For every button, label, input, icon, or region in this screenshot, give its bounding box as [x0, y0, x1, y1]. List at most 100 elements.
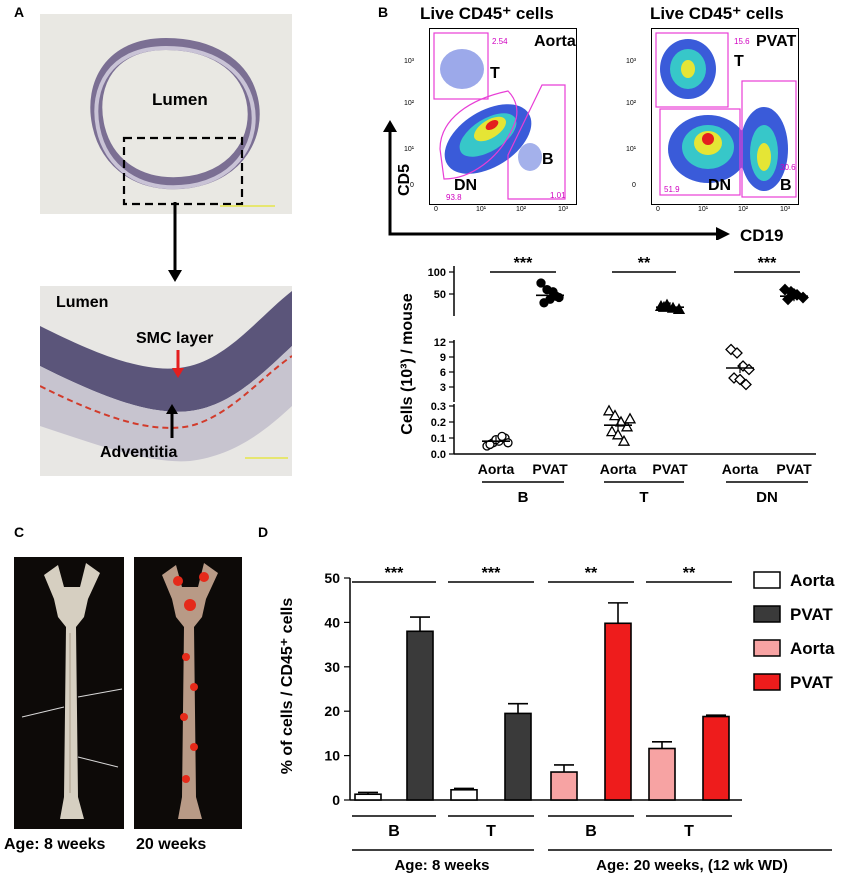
aorta-b-gate-label: B [542, 151, 554, 168]
flow-axis-arrows [383, 120, 730, 240]
flow-plot-aorta: 2.54 Aorta T B DN 93.8 1.01 [429, 28, 577, 205]
bar-B-8-weeks [354, 793, 382, 801]
scatter-category-label: Aorta [600, 461, 637, 477]
panel-c-letter: C [14, 524, 25, 540]
scatter-category-label: PVAT [776, 461, 812, 477]
pvat-ytick-3: 10¹ [626, 146, 637, 153]
aorta-section-micrograph: Lumen [40, 14, 292, 214]
smc-layer-micrograph: Lumen SMC layer Adventitia [40, 286, 292, 476]
scatter-significance-label: *** [758, 255, 777, 272]
scatter-point [536, 278, 546, 288]
bar-B-20-weeks [550, 771, 578, 801]
bar-significance-label: ** [585, 565, 598, 582]
bar-group-label: B [585, 823, 597, 840]
scatter-category-label: Aorta [478, 461, 515, 477]
bar-T-8-weeks [504, 712, 532, 801]
scatter-ytick-label: 3 [440, 382, 446, 394]
flow-density-pvat [655, 32, 797, 198]
aorta-tissue-label: Aorta [534, 33, 576, 50]
aorta-ytick-1: 10³ [404, 58, 415, 65]
scatter-category-label: Aorta [722, 461, 759, 477]
pvat-dn-gate-label: DN [708, 177, 732, 194]
lumen-label-top: Lumen [152, 90, 208, 109]
flow-x-axis-label: CD19 [740, 226, 784, 245]
bar-age-label-left: Age: 8 weeks [394, 857, 489, 874]
panel-b-letter: B [378, 4, 389, 20]
scatter-point [617, 434, 631, 446]
aorta-xtick-1: 0 [434, 206, 438, 213]
aorta-dn-pct: 93.8 [446, 193, 462, 202]
pvat-xtick-4: 10³ [780, 206, 791, 213]
bar-group-label: T [486, 823, 496, 840]
scatter-group-label: T [639, 489, 648, 506]
legend-label: Aorta [790, 639, 835, 658]
aorta-photo-20-weeks-drawing [134, 557, 242, 829]
legend-swatch [753, 571, 781, 589]
legend-swatch [753, 605, 781, 623]
scatter-point [602, 404, 616, 416]
scatter-point [623, 412, 637, 424]
pvat-xtick-1: 0 [656, 206, 660, 213]
panel-d-letter: D [258, 524, 269, 540]
bar-B-20-weeks [604, 622, 632, 801]
lumen-label-bottom: Lumen [56, 294, 109, 311]
scatter-point [740, 378, 752, 391]
scatter-point [672, 303, 686, 315]
aorta-ytick-3: 10¹ [404, 146, 415, 153]
bar-T-8-weeks [450, 788, 478, 801]
scatter-ytick-label: 50 [434, 289, 446, 301]
aorta-t-pct: 2.54 [492, 37, 508, 46]
aorta-ring-drawing [40, 14, 292, 214]
scatter-point [731, 347, 743, 359]
cells-per-mouse-chart: Cells (10³) / mouse 100 50 12 9 6 3 0.3 0.2 0.1 0.… [399, 255, 816, 506]
pvat-tissue-label: PVAT [756, 33, 797, 50]
aorta-photo-8-weeks-drawing [14, 557, 124, 829]
scatter-ytick-label: 0.2 [431, 417, 446, 429]
adventitia-arrow [166, 404, 178, 438]
scatter-group-label: DN [756, 489, 778, 506]
bar-ytick-label: 40 [324, 614, 340, 630]
aorta-ytick-4: 0 [410, 182, 414, 189]
scatter-point [551, 291, 561, 301]
scatter-point [620, 420, 634, 432]
bar-significance-label: ** [683, 565, 696, 582]
bar-y-axis-label: % of cells / CD45⁺ cells [279, 598, 296, 775]
age-label-20-weeks: 20 weeks [136, 836, 207, 853]
pvat-t-pct: 15.6 [734, 37, 750, 46]
pvat-b-pct: 30.6 [780, 163, 796, 172]
bar-ytick-label: 10 [324, 748, 340, 764]
smc-layer-label: SMC layer [136, 330, 214, 347]
bar-ytick-label: 30 [324, 659, 340, 675]
scatter-point [497, 431, 507, 442]
bar-group-label: B [388, 823, 400, 840]
pvat-xtick-3: 10² [738, 206, 749, 213]
legend-swatch [753, 673, 781, 691]
smc-red-arrow [172, 350, 184, 378]
legend-swatch [753, 639, 781, 657]
flow-title-pvat: Live CD45⁺ cells [650, 4, 784, 23]
pvat-dn-pct: 51.9 [664, 185, 680, 194]
scatter-ytick-label: 0.3 [431, 401, 446, 413]
scatter-point [611, 428, 625, 440]
legend-label: Aorta [790, 571, 835, 590]
scatter-ytick-label: 0.1 [431, 433, 446, 445]
bar-age-label-right: Age: 20 weeks, (12 wk WD) [596, 857, 788, 874]
pvat-xtick-2: 10¹ [698, 206, 709, 213]
bar-group-label: T [684, 823, 694, 840]
scatter-ytick-label: 12 [434, 337, 446, 349]
flow-plot-pvat: 15.6 PVAT T B DN 51.9 30.6 [651, 28, 799, 205]
scatter-ytick-label: 9 [440, 352, 446, 364]
scatter-point [503, 438, 513, 448]
scatter-ytick-label: 100 [428, 267, 446, 279]
panel-a-letter: A [14, 4, 25, 20]
scatter-significance-label: ** [638, 255, 651, 272]
scatter-y-axis-label: Cells (10³) / mouse [399, 293, 416, 434]
aorta-b-pct: 1.01 [550, 191, 566, 200]
aorta-photo-8-weeks [14, 557, 124, 829]
flow-density-aorta [433, 32, 566, 200]
aorta-t-gate-label: T [490, 65, 500, 82]
aorta-ytick-2: 10² [404, 100, 415, 107]
age-label-8-weeks: Age: 8 weeks [4, 836, 106, 853]
pvat-ytick-1: 10³ [626, 58, 637, 65]
legend-label: PVAT [790, 673, 833, 692]
